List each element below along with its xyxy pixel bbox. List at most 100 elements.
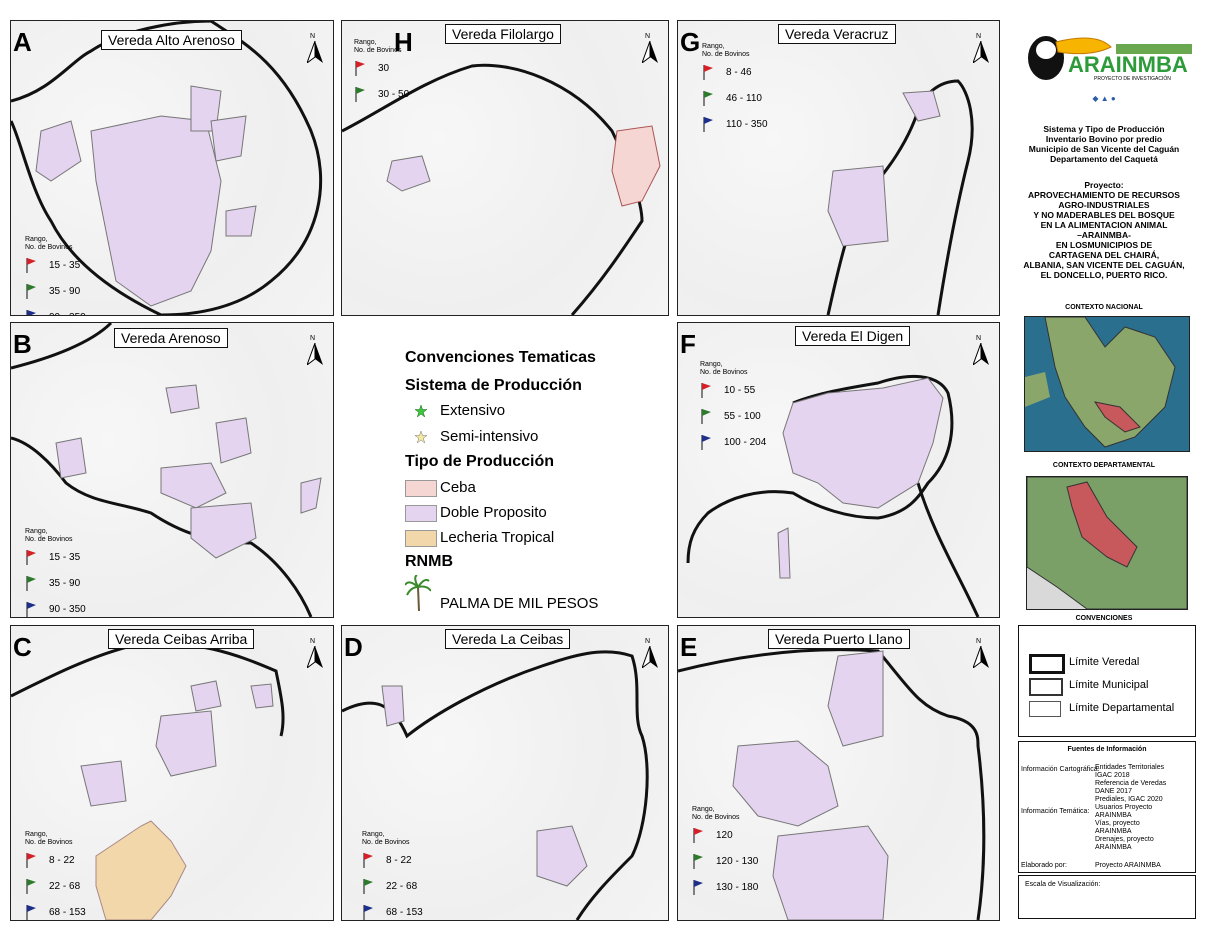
legend-extensivo: Extensivo <box>440 402 506 419</box>
contexto-nacional-label: CONTEXTO NACIONAL <box>1065 304 1143 311</box>
flag-icon <box>693 828 703 843</box>
project-line: Y NO MADERABLES DEL BOSQUE <box>1033 210 1175 220</box>
range-legend-item: 30 - 50 <box>354 81 409 107</box>
map-g-canvas <box>826 79 974 315</box>
panel-label-g: G <box>680 27 701 57</box>
map-a-canvas <box>11 21 323 315</box>
range-legend-title: No. de Bovinos <box>25 536 73 543</box>
map-panel-f: F Vereda El Digen N Rango, No. de Bovinos 1… <box>677 322 1000 618</box>
range-legend-item: 90 - 350 <box>25 304 86 316</box>
map-panel-c: C Vereda Ceibas Arriba N Rango, No. de Bov… <box>10 625 334 921</box>
source-line: ARAINMBA <box>1095 844 1132 851</box>
map-e-canvas <box>678 648 986 920</box>
range-legend-label: 10 - 55 <box>724 384 756 396</box>
range-legend: Rango, No. de Bovinos 10 - 55 55 - 100 100 -… <box>700 361 766 455</box>
range-legend-label: 90 - 350 <box>49 603 86 615</box>
range-legend-label: 120 - 130 <box>716 855 759 867</box>
vereda-title-h: Vereda Filolargo <box>445 24 561 44</box>
flag-icon <box>26 576 36 591</box>
swatch-limite-departamental <box>1029 701 1061 717</box>
panel-label-a: A <box>13 27 32 57</box>
north-arrow-icon: N <box>307 33 323 63</box>
palm-icon <box>405 575 431 611</box>
flag-icon <box>26 879 36 894</box>
range-legend: Rango, No. de Bovinos 30 30 - 50 <box>354 39 409 107</box>
legend-sistema-heading: Sistema de Producción <box>405 377 582 394</box>
flag-icon <box>26 853 36 868</box>
source-label-tematica: Información Temática: <box>1021 808 1090 815</box>
range-legend: Rango,No. de Bovinos 15 - 35 35 - 90 90 - 3… <box>25 528 86 617</box>
range-legend-title: No. de Bovinos <box>25 839 73 846</box>
legend-limite-veredal: Límite Veredal <box>1069 656 1140 668</box>
range-legend-item: 8 - 22 <box>25 847 86 873</box>
logo-subtitle: PROYECTO DE INVESTIGACIÓN <box>1094 76 1171 82</box>
panel-label-b: B <box>13 329 32 359</box>
north-arrow-icon: N <box>307 335 323 365</box>
project-line: EN LOSMUNICIPIOS DE <box>1055 240 1153 250</box>
range-legend-label: 22 - 68 <box>386 880 418 892</box>
panel-label-c: C <box>13 632 32 662</box>
range-legend-item: 22 - 68 <box>25 873 86 899</box>
legend-limite-departamental: Límite Departamental <box>1069 702 1175 714</box>
source-line: Drenajes, proyecto <box>1095 836 1154 843</box>
range-legend-title: No. de Bovinos <box>354 47 402 54</box>
boundary-legend: Límite Veredal Límite Municipal Límite D… <box>1018 625 1196 737</box>
range-legend: Rango,No. de Bovinos 15 - 35 35 - 90 90 - 3… <box>25 236 86 316</box>
map-panel-e: E Vereda Puerto Llano N Rango, No. de Bovi… <box>677 625 1000 921</box>
sources-title: Fuentes de Información <box>1067 746 1147 753</box>
source-line: Proyecto ARAINMBA <box>1095 862 1161 869</box>
range-legend-title: No. de Bovinos <box>25 244 73 251</box>
range-legend-title: Rango, <box>702 43 725 50</box>
project-line: AGRO-INDUSTRIALES <box>1058 200 1150 210</box>
map-panel-b: B Vereda Arenoso N Rango, No. de Bovinos 15… <box>10 322 334 618</box>
source-line: Prediales, IGAC 2020 <box>1095 796 1163 803</box>
range-legend-label: 55 - 100 <box>724 410 761 422</box>
source-label-cartografica: Información Cartográfica: <box>1021 766 1100 773</box>
range-legend-item: 68 - 153 <box>25 899 86 920</box>
project-line: EL DONCELLO, PUERTO RICO. <box>1040 270 1168 280</box>
legend-doble-proposito: Doble Proposito <box>440 504 547 521</box>
legend-rnmb-heading: RNMB <box>405 553 453 570</box>
range-legend-title: Rango, <box>25 528 48 535</box>
range-legend-title: Rango, <box>362 831 385 838</box>
flag-icon <box>26 310 36 315</box>
range-legend-item: 110 - 350 <box>702 111 768 137</box>
range-legend-label: 130 - 180 <box>716 881 759 893</box>
flag-icon <box>703 117 713 132</box>
map-title-line: Inventario Bovino por predio <box>1045 134 1163 144</box>
flag-icon <box>26 602 36 617</box>
flag-icon <box>26 550 36 565</box>
range-legend-label: 110 - 350 <box>726 118 768 130</box>
legend-heading: Convenciones Tematicas <box>405 349 596 366</box>
swatch-lecheria-tropical <box>405 530 437 547</box>
flag-icon <box>355 87 365 102</box>
range-legend-label: 15 - 35 <box>49 551 81 563</box>
flag-icon <box>26 905 36 920</box>
source-line: Vías, proyecto <box>1095 820 1140 827</box>
source-line: ARAINMBA <box>1095 828 1132 835</box>
range-legend-title: No. de Bovinos <box>362 839 410 846</box>
range-legend-item: 35 - 90 <box>25 570 86 596</box>
range-legend-label: 90 - 350 <box>49 312 86 316</box>
range-legend-label: 46 - 110 <box>726 92 762 104</box>
legend-ceba: Ceba <box>440 479 476 496</box>
source-line: Referencia de Veredas <box>1095 780 1167 787</box>
north-arrow-icon: N <box>642 33 658 63</box>
range-legend-item: 130 - 180 <box>692 874 758 900</box>
swatch-limite-municipal <box>1029 678 1063 696</box>
thematic-legend: Convenciones Tematicas Sistema de Produc… <box>340 345 670 617</box>
source-lines-tematica: Usuarios Proyecto ARAINMBA Vías, proyect… <box>1095 804 1154 852</box>
swatch-ceba <box>405 480 437 497</box>
partner-logos: ◆ ▲ ● <box>1092 94 1116 103</box>
project-line: EN LA ALIMENTACION ANIMAL <box>1040 220 1168 230</box>
range-legend-item: 35 - 90 <box>25 278 86 304</box>
legend-lecheria-tropical: Lecheria Tropical <box>440 529 555 546</box>
range-legend-title: No. de Bovinos <box>702 51 750 58</box>
map-h-canvas <box>342 63 661 315</box>
range-legend-item: 55 - 100 <box>700 403 766 429</box>
range-legend-title: Rango, <box>700 361 723 368</box>
source-line: DANE 2017 <box>1095 788 1132 795</box>
scale-box: Escala de Visualización: <box>1018 875 1196 919</box>
map-panel-a: A Vereda Alto Arenoso N Rango, No. de Bovi… <box>10 20 334 316</box>
toucan-icon <box>1028 36 1192 80</box>
